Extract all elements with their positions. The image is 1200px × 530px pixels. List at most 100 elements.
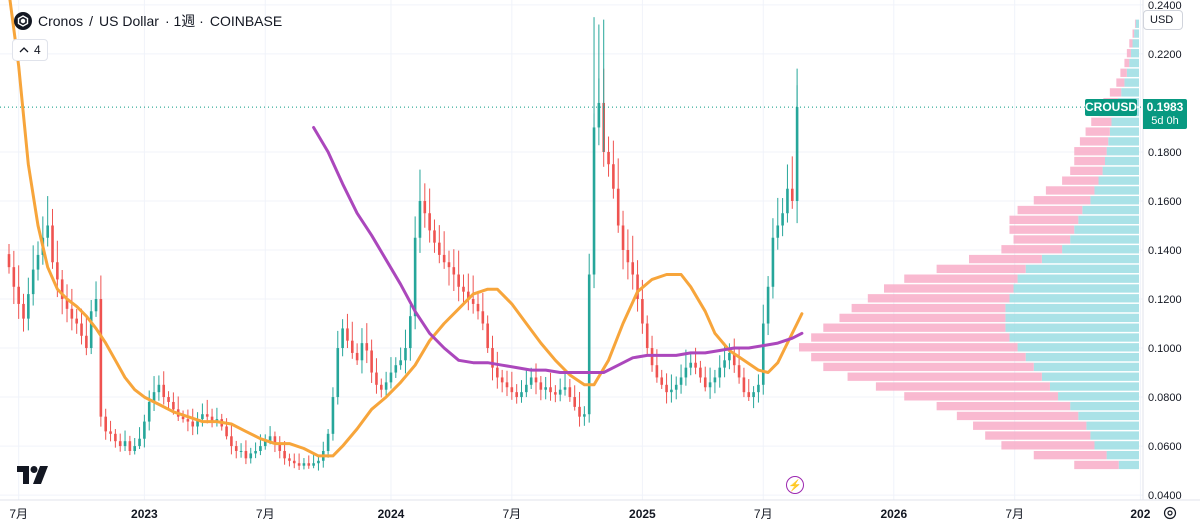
vp-bar-down: [1074, 156, 1105, 166]
vp-bar-up: [1049, 382, 1139, 391]
settings-gear-icon[interactable]: [1162, 505, 1178, 521]
candle-body: [438, 242, 441, 255]
y-tick-label: 0.0600: [1148, 441, 1182, 453]
candle-body: [631, 262, 635, 275]
vp-bar-down: [1033, 450, 1107, 460]
candle-body: [22, 303, 25, 319]
vp-bar-down: [1009, 215, 1079, 225]
candle-body: [660, 377, 664, 385]
candle-body: [147, 401, 151, 422]
tradingview-logo-icon[interactable]: [17, 466, 49, 489]
vp-bar-up: [1082, 205, 1139, 215]
x-tick-label: 2025: [629, 507, 656, 521]
candle-body: [684, 367, 688, 378]
vp-bar-down: [811, 333, 1010, 342]
vp-bar-up: [1098, 176, 1139, 185]
time-axis[interactable]: 7月 2023 7月 2024 7月 2025 7月 2026 7月 202: [9, 507, 1150, 521]
candle-body: [447, 262, 451, 268]
flash-event-icon[interactable]: ⚡: [786, 476, 804, 494]
vp-bar-down: [1079, 137, 1109, 146]
candle-body: [413, 237, 417, 317]
candle-body: [399, 360, 402, 366]
candle-body: [225, 426, 228, 437]
candle-body: [703, 377, 707, 388]
candle-body: [118, 441, 122, 447]
candle-body: [786, 188, 789, 214]
vp-bar-down: [1129, 39, 1133, 48]
vp-bar-down: [973, 421, 1087, 430]
candle-body: [70, 308, 74, 319]
volume-profile: [799, 19, 1139, 470]
vp-bar-up: [1009, 294, 1139, 303]
y-tick-label: 0.1400: [1148, 245, 1182, 257]
candle-body: [457, 274, 460, 287]
vp-bar-down: [811, 352, 1026, 362]
vp-bar-down: [904, 392, 1059, 401]
indicators-toggle[interactable]: 4: [12, 39, 48, 61]
candle-body: [210, 416, 214, 422]
currency-selector[interactable]: USD: [1143, 10, 1183, 30]
vp-bar-down: [1013, 235, 1071, 244]
candle-body: [249, 453, 253, 459]
candle-body: [467, 291, 470, 300]
candle-body: [747, 392, 751, 398]
candle-body: [51, 225, 54, 263]
price-axis[interactable]: 0.2400 0.2200 0.1800 0.1600 0.1400 0.1200 0.10…: [1148, 0, 1182, 502]
candle-body: [389, 372, 393, 383]
candle-body: [239, 450, 243, 452]
candle-body: [462, 286, 465, 292]
x-tick-label: 2026: [880, 507, 907, 521]
last-price-text: 0.1983: [1146, 99, 1184, 114]
candle-body: [592, 127, 596, 275]
candle-body: [104, 416, 107, 432]
vp-bar-up: [1078, 215, 1139, 225]
candle-body: [418, 200, 422, 238]
candle-body: [520, 392, 523, 398]
candle-body: [12, 267, 16, 287]
candle-body: [549, 387, 552, 393]
moving-averages: [8, 0, 804, 458]
vp-bar-down: [936, 401, 1071, 411]
candle-body: [689, 362, 693, 368]
candle-body: [56, 262, 59, 280]
vp-bar-up: [1074, 225, 1139, 234]
symbol-header[interactable]: Cronos / US Dollar · 1週 · COINBASE: [14, 11, 282, 31]
candle-body: [529, 377, 533, 385]
x-tick-label: 7月: [754, 507, 773, 521]
candle-body: [737, 365, 741, 378]
candle-body: [539, 382, 543, 390]
candle-body: [795, 107, 799, 201]
candle-body: [341, 328, 344, 349]
candle-body: [384, 382, 388, 390]
candle-body: [578, 406, 581, 417]
grid: [0, 0, 1143, 500]
candle-body: [626, 250, 630, 263]
candle-body: [157, 384, 161, 393]
vp-bar-up: [1090, 431, 1139, 440]
vp-bar-up: [1118, 460, 1139, 470]
vp-bar-down: [1062, 176, 1099, 185]
candle-body: [394, 365, 398, 373]
x-tick-label: 2024: [378, 507, 405, 521]
candle-body: [718, 367, 722, 378]
vp-bar-up: [1135, 19, 1139, 28]
ticker-label: CROUSD: [1085, 98, 1137, 116]
candle-body: [621, 225, 625, 250]
candle-body: [80, 323, 83, 336]
symbol-name[interactable]: Cronos: [38, 13, 84, 29]
candle-body: [568, 387, 572, 398]
candle-body: [679, 377, 683, 385]
candle-body: [694, 362, 697, 368]
vp-bar-up: [1121, 88, 1139, 97]
vp-bar-down: [839, 313, 1006, 323]
candle-body: [114, 433, 117, 442]
vp-bar-down: [1001, 441, 1095, 450]
candle-body: [268, 436, 272, 442]
candle-body: [370, 350, 373, 373]
candle-body: [505, 382, 509, 388]
interval[interactable]: · 1週 ·: [164, 13, 204, 29]
candle-body: [263, 441, 267, 447]
candle-body: [94, 299, 98, 312]
candle-body: [563, 387, 567, 390]
